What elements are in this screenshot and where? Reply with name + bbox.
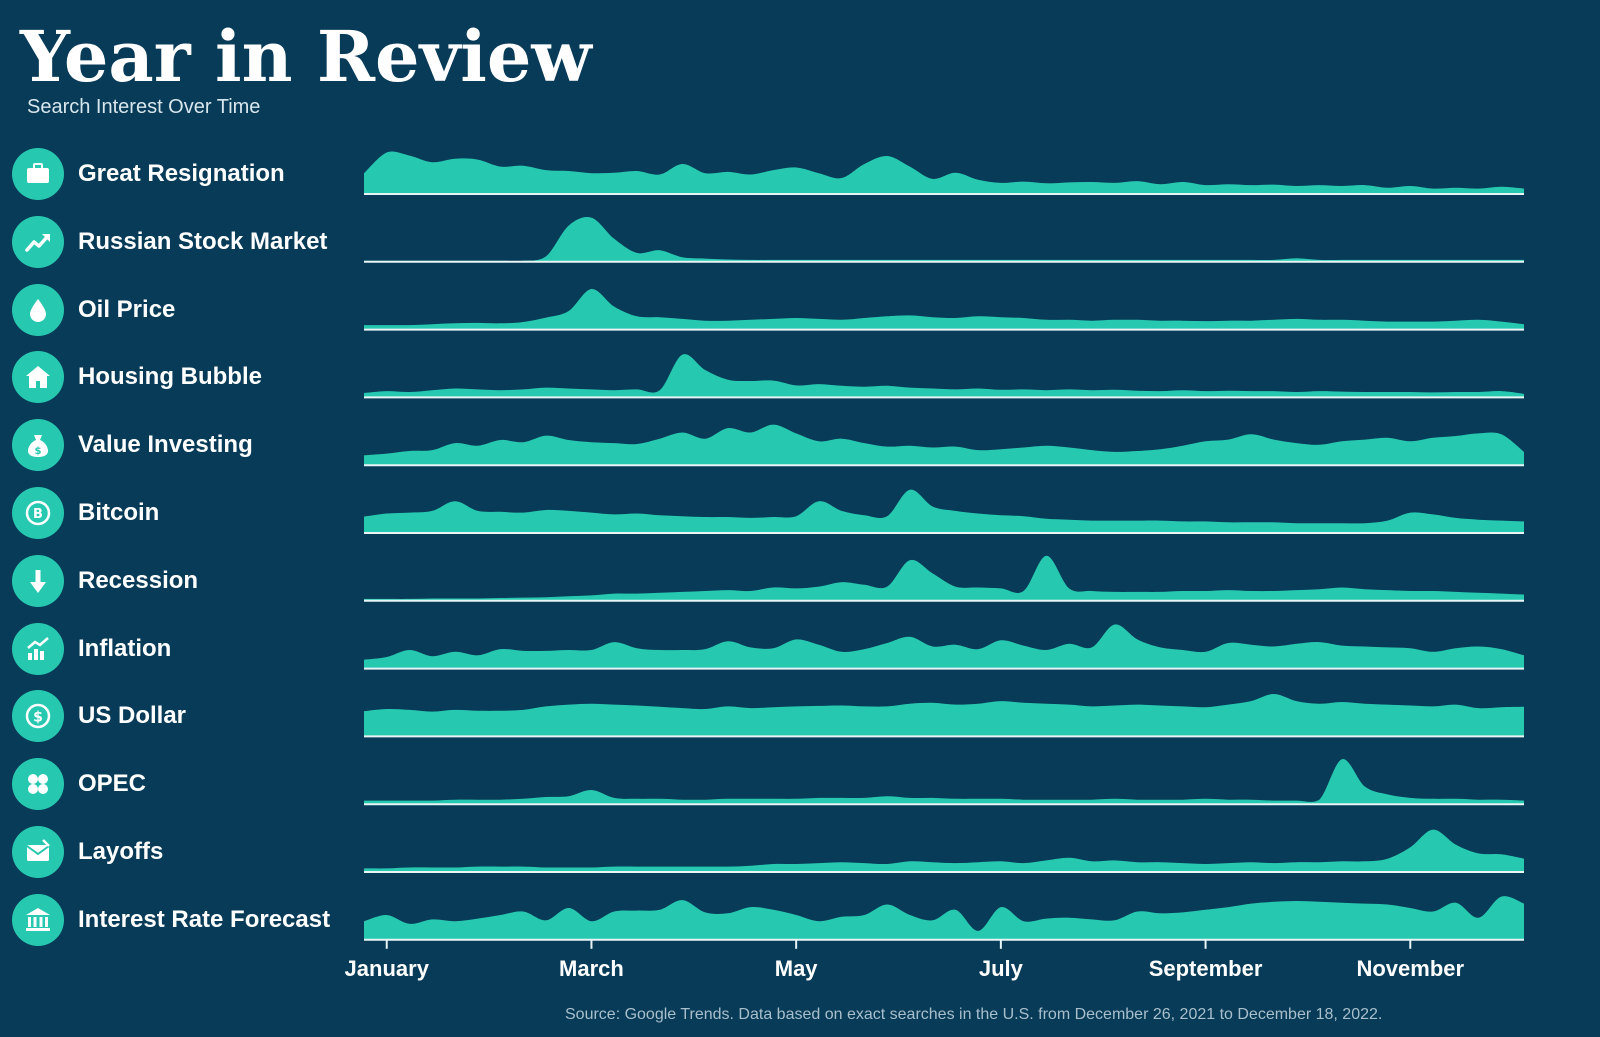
- svg-text:$: $: [33, 710, 43, 726]
- series-area-great-resignation: [364, 151, 1524, 194]
- chart-title: Year in Review: [20, 15, 592, 98]
- series-area-oil-price: [364, 288, 1524, 330]
- series-area-recession: [364, 555, 1524, 601]
- series-name: Interest Rate Forecast: [78, 905, 331, 933]
- series-area-housing-bubble: [364, 354, 1524, 398]
- series-name: US Dollar: [78, 702, 187, 730]
- svg-text:B: B: [33, 507, 43, 522]
- x-axis-label-july: July: [979, 956, 1024, 981]
- bitcoin-icon: B: [12, 487, 64, 539]
- series-name: Oil Price: [78, 295, 176, 323]
- x-axis-label-november: November: [1356, 956, 1464, 981]
- series-name: Housing Bubble: [78, 363, 262, 391]
- series-label-housing-bubble: Housing Bubble: [12, 351, 262, 404]
- series-area-value-investing: [364, 424, 1524, 466]
- droplet-icon: [12, 283, 64, 336]
- series-area-us-dollar: [364, 694, 1524, 737]
- series-name: Recession: [78, 566, 199, 594]
- series-label-layoffs: Layoffs: [12, 826, 163, 878]
- trend-up-icon: [12, 215, 64, 268]
- series-label-oil-price: Oil Price: [12, 283, 176, 336]
- bank-icon: [12, 893, 64, 946]
- envelope-icon: [12, 826, 64, 878]
- series-label-inflation: Inflation: [12, 622, 172, 675]
- house-icon: [12, 351, 64, 404]
- series-area-russian-stock-market: [364, 217, 1524, 262]
- arrow-down-icon: [12, 554, 64, 607]
- chart-subtitle: Search Interest Over Time: [27, 96, 261, 118]
- series-label-interest-rate-forecast: Interest Rate Forecast: [12, 893, 331, 946]
- series-area-inflation: [364, 624, 1524, 669]
- series-name: Great Resignation: [78, 160, 285, 187]
- series-name: Layoffs: [78, 838, 164, 865]
- series-label-great-resignation: Great Resignation: [12, 148, 285, 200]
- bar-chart-up-icon: [12, 622, 64, 675]
- x-axis-label-may: May: [775, 956, 819, 981]
- series-area-bitcoin: [364, 489, 1524, 533]
- series-area-layoffs: [364, 829, 1524, 872]
- series-name: Inflation: [78, 634, 172, 662]
- series-label-bitcoin: B Bitcoin: [12, 487, 159, 539]
- x-axis-label-january: January: [345, 956, 430, 981]
- series-name: Russian Stock Market: [78, 227, 328, 255]
- money-bag-icon: $: [12, 419, 64, 472]
- series-label-recession: Recession: [12, 554, 199, 607]
- series-name: Value Investing: [78, 431, 253, 459]
- series-area-interest-rate-forecast: [364, 896, 1524, 940]
- series-label-us-dollar: $ US Dollar: [12, 690, 187, 743]
- source-note: Source: Google Trends. Data based on exa…: [565, 1006, 1383, 1023]
- series-name: Bitcoin: [78, 499, 160, 526]
- briefcase-icon: [12, 148, 64, 200]
- series-label-opec: OPEC: [12, 758, 147, 811]
- x-axis-label-september: September: [1149, 956, 1263, 981]
- series-area-opec: [364, 759, 1524, 805]
- x-axis-label-march: March: [559, 956, 624, 981]
- series-label-russian-stock-market: Russian Stock Market: [12, 215, 328, 268]
- series-label-value-investing: $ Value Investing: [12, 419, 253, 472]
- dollar-icon: $: [12, 690, 64, 743]
- opec-icon: [12, 758, 64, 811]
- series-name: OPEC: [78, 770, 147, 798]
- svg-text:$: $: [35, 446, 42, 457]
